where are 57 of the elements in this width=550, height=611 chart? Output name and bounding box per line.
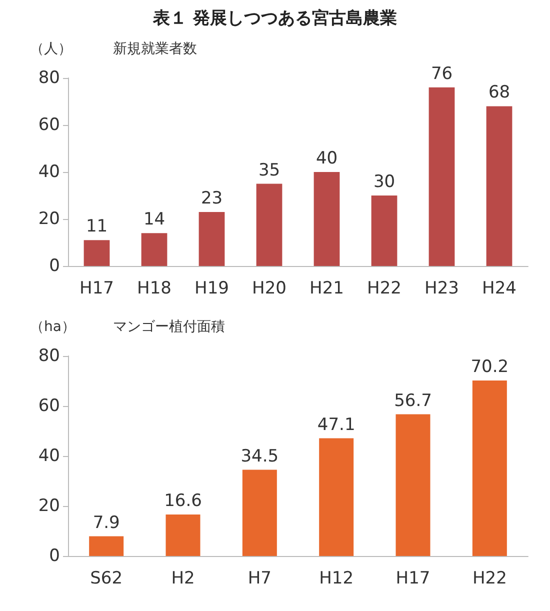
y-tick-label: 60 xyxy=(38,396,60,416)
bar xyxy=(89,536,124,556)
bar xyxy=(242,470,277,556)
data-label: 34.5 xyxy=(240,446,279,466)
bar xyxy=(396,414,430,556)
data-label: 16.6 xyxy=(164,491,202,511)
data-label: 11 xyxy=(86,216,108,237)
y-tick-label: 20 xyxy=(38,209,60,229)
x-tick-label: H2 xyxy=(171,568,195,588)
x-tick-label: H12 xyxy=(319,568,354,588)
data-label: 70.2 xyxy=(470,357,509,377)
y-tick-label: 80 xyxy=(38,68,60,88)
data-label: 7.9 xyxy=(92,512,120,533)
y-tick-label: 0 xyxy=(49,546,60,566)
y-tick-label: 80 xyxy=(38,346,60,366)
y-axis-title: （ha） xyxy=(30,319,76,335)
x-tick-label: S62 xyxy=(90,568,123,588)
x-tick-label: H19 xyxy=(194,278,229,298)
bar xyxy=(472,380,507,556)
data-label: 35 xyxy=(258,160,280,180)
data-label: 56.7 xyxy=(394,390,432,411)
data-label: 23 xyxy=(200,188,223,208)
data-label: 40 xyxy=(316,148,338,168)
bar xyxy=(198,212,225,266)
x-tick-label: H22 xyxy=(472,568,507,588)
x-tick-label: H22 xyxy=(367,278,402,298)
chart-subtitle: 新規就業者数 xyxy=(113,41,197,57)
y-tick-label: 20 xyxy=(38,496,60,516)
bar xyxy=(84,240,110,266)
data-label: 76 xyxy=(430,64,453,84)
x-tick-label: H23 xyxy=(424,278,459,298)
bar xyxy=(166,514,200,556)
y-axis-title: （人） xyxy=(30,41,72,57)
x-tick-label: H17 xyxy=(396,568,430,588)
x-tick-label: H17 xyxy=(80,278,114,298)
data-label: 68 xyxy=(488,82,510,103)
x-tick-label: H7 xyxy=(248,568,272,588)
y-tick-label: 40 xyxy=(38,446,60,466)
data-label: 14 xyxy=(143,210,166,230)
bar xyxy=(319,438,354,556)
y-tick-label: 60 xyxy=(38,115,60,135)
y-tick-label: 0 xyxy=(49,256,60,276)
y-tick-label: 40 xyxy=(38,162,60,182)
bar xyxy=(141,233,168,266)
x-tick-label: H18 xyxy=(137,278,172,298)
bar xyxy=(371,196,398,266)
chart-title: 表１ 発展しつつある宮古島農業 xyxy=(152,8,397,28)
bar xyxy=(428,87,455,266)
x-tick-label: H20 xyxy=(252,278,286,298)
bar xyxy=(314,172,340,266)
x-tick-label: H24 xyxy=(482,278,516,298)
data-label: 30 xyxy=(373,172,396,192)
bar xyxy=(256,184,282,266)
x-tick-label: H21 xyxy=(310,278,344,298)
data-label: 47.1 xyxy=(317,414,356,435)
chart-subtitle: マンゴー植付面積 xyxy=(113,319,225,335)
bar xyxy=(486,106,512,266)
